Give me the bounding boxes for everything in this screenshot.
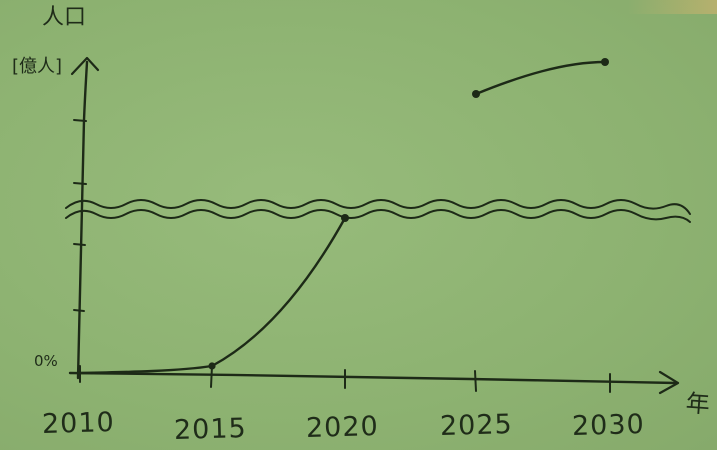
data-point-2025 [472, 90, 480, 98]
x-tick-label-2030: 2030 [571, 409, 646, 442]
x-tick-label-2015: 2015 [173, 413, 248, 446]
x-tick-label-2020: 2020 [305, 411, 380, 444]
origin-label: 0% [34, 352, 58, 370]
population-curve-lower [78, 216, 347, 375]
data-point-2030 [601, 58, 609, 66]
y-axis-title: 人口 [42, 5, 87, 30]
x-axis-title: 年 [684, 389, 711, 419]
axis-break-wavy-lines [65, 199, 691, 223]
x-axis-arrowhead [658, 370, 680, 395]
y-ticks [73, 119, 87, 312]
x-axis [68, 371, 678, 385]
x-tick-label-2010: 2010 [41, 407, 116, 440]
y-axis-arrowhead [70, 56, 100, 76]
x-tick-label-2025: 2025 [439, 409, 514, 442]
population-curve-upper [474, 60, 607, 96]
data-point-2020 [341, 214, 349, 222]
y-axis [76, 60, 89, 380]
y-axis-unit: [億人] [12, 56, 63, 77]
data-point-2015 [208, 362, 216, 370]
